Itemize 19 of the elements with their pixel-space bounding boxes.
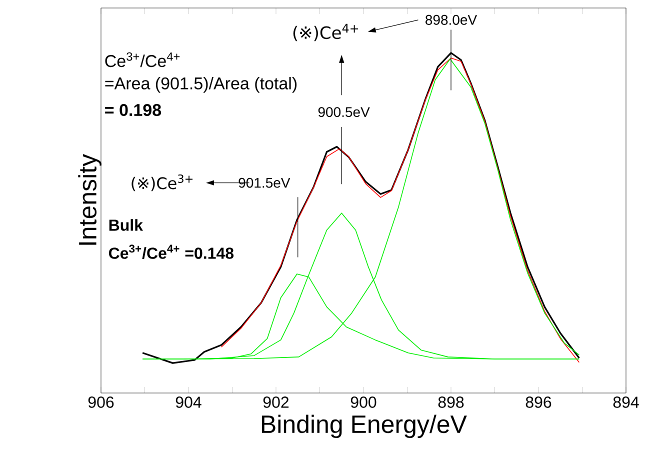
annotation: =Area (901.5)/Area (total)	[105, 76, 297, 93]
x-tick-label: 900	[350, 396, 376, 408]
x-tick-label: 902	[263, 396, 289, 408]
annotation: = 0.198	[105, 104, 162, 116]
annotation: Ce$^{3+}$/Ce$^{4+}$ =0.148	[108, 244, 234, 260]
annotation: 898.0eV	[426, 14, 478, 25]
annotation: (※)Ce$^{3+}$	[132, 174, 193, 192]
annotation: 900.5eV	[318, 107, 370, 118]
annotation: Bulk	[109, 219, 144, 231]
x-tick-label: 898	[438, 396, 464, 408]
text: (※)Ce$^{4+}$	[293, 24, 358, 42]
y-axis-title: Intensity	[78, 154, 102, 245]
annotation: 901.5eV	[238, 178, 290, 188]
x-tick-label: 906	[88, 396, 114, 408]
x-tick-label: 904	[176, 396, 202, 408]
x-tick-label: 894	[613, 396, 639, 408]
x-axis-title: Binding Energy/eV	[262, 414, 467, 438]
x-tick-label: 896	[526, 396, 552, 408]
annotation: Ce$^{3+}$/Ce$^{4+}$	[105, 52, 180, 68]
